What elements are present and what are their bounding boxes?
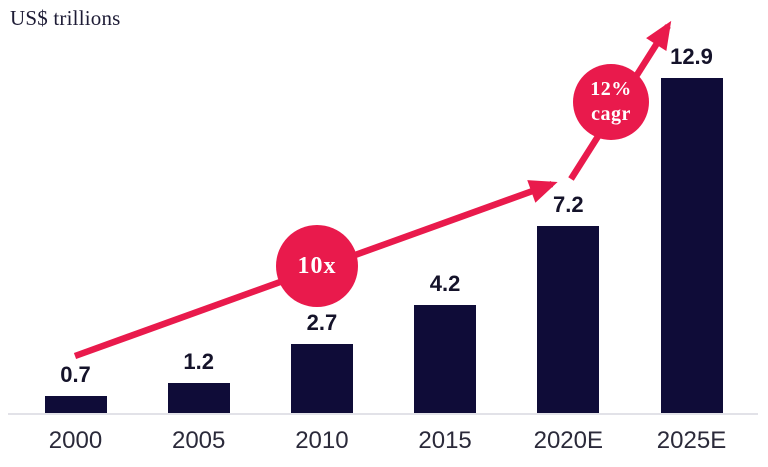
bar-value-label-2025E: 12.9: [670, 44, 713, 69]
x-axis-line: [8, 413, 758, 415]
multiplier-badge: 10x: [276, 225, 358, 307]
multiplier-badge-label: 10x: [297, 252, 337, 279]
bar-2005: [167, 383, 230, 414]
bar-2000: [44, 396, 107, 414]
bar-2010: [290, 344, 353, 414]
bar-2025E: [660, 78, 723, 414]
chart-title: US$ trillions: [10, 6, 121, 30]
cagr-badge: 12% cagr: [573, 64, 649, 140]
bar-value-label-2000: 0.7: [60, 362, 91, 387]
bar-value-label-2020E: 7.2: [553, 192, 584, 217]
x-tick-label-2015: 2015: [418, 427, 472, 454]
bar-2015: [414, 305, 477, 414]
bar-value-label-2005: 1.2: [183, 349, 214, 374]
cagr-badge-line1: 12%: [590, 78, 632, 100]
x-tick-label-2020E: 2020E: [533, 427, 603, 454]
x-tick-label-2005: 2005: [171, 427, 226, 454]
x-tick-label-2010: 2010: [295, 427, 349, 454]
bar-value-label-2015: 4.2: [429, 271, 461, 296]
cagr-badge-line2: cagr: [591, 103, 631, 125]
x-tick-label-2025E: 2025E: [656, 427, 727, 454]
bar-2020E: [537, 226, 600, 414]
bar-value-label-2010: 2.7: [306, 310, 338, 335]
x-tick-label-2000: 2000: [48, 427, 103, 454]
